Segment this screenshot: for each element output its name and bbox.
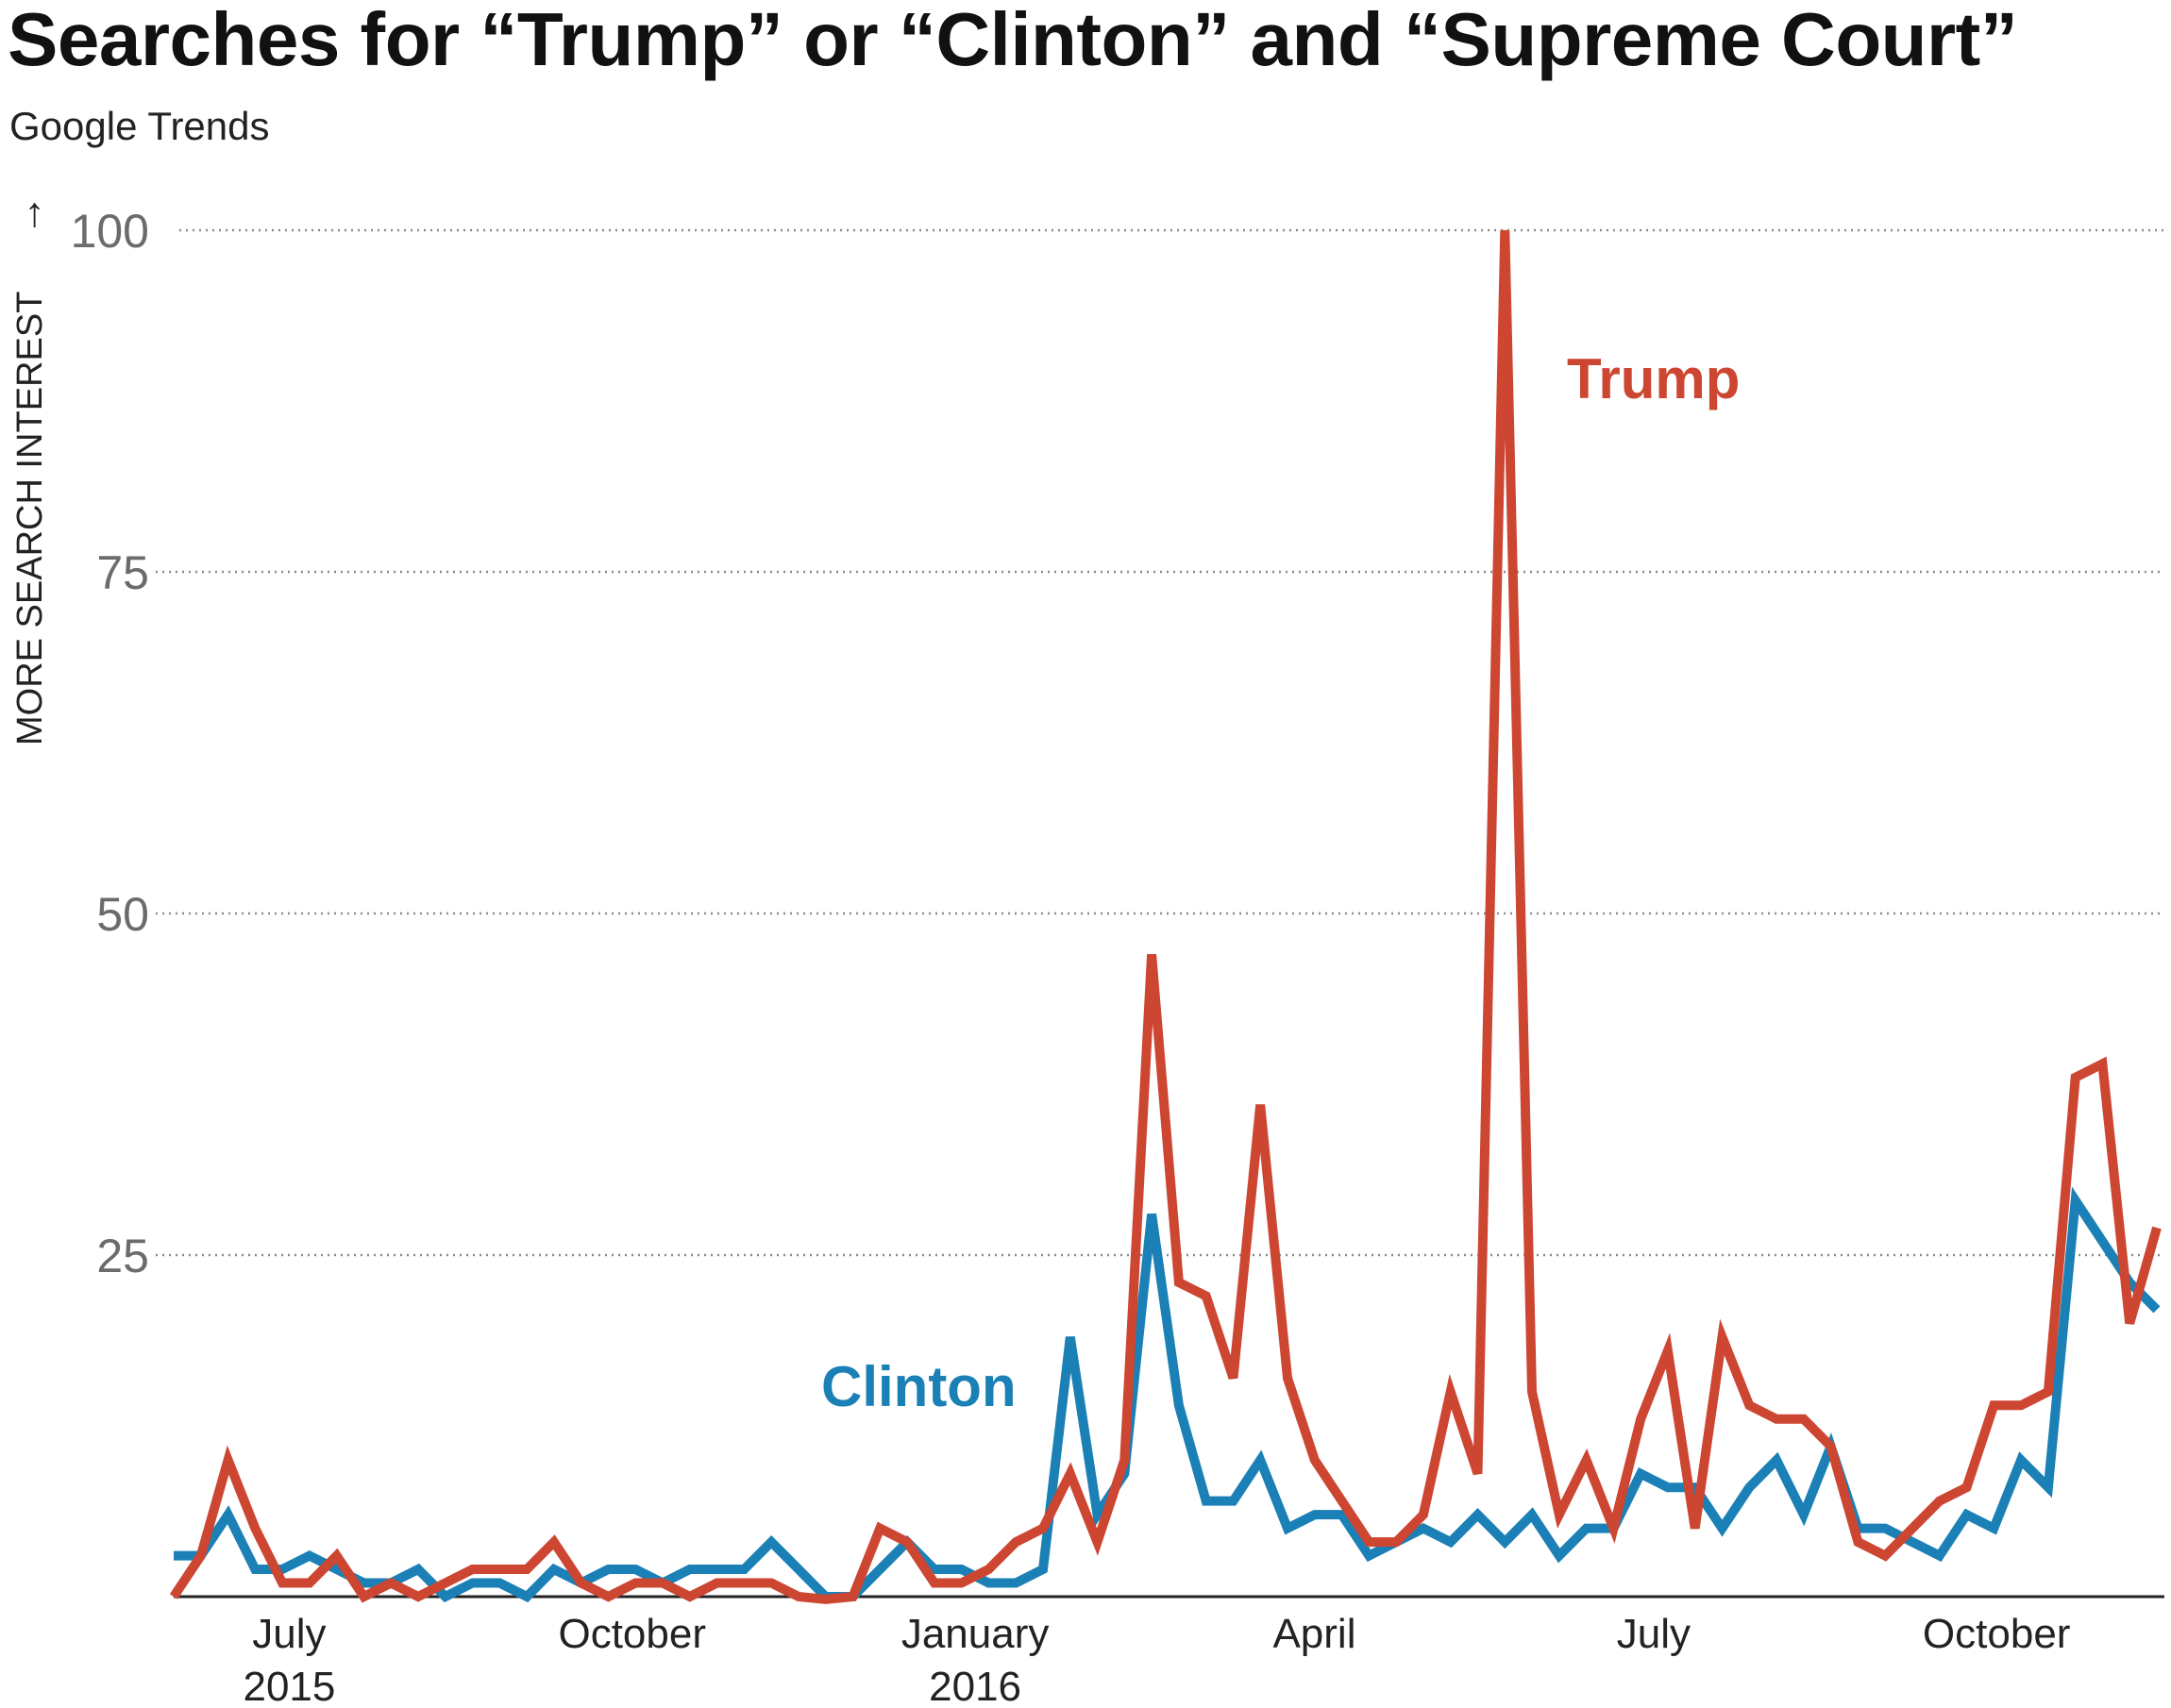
series-label-clinton: Clinton (821, 1355, 1017, 1418)
series-line-trump (169, 229, 2162, 1604)
y-axis-label-text: MORE SEARCH INTEREST (10, 292, 50, 745)
y-tick-label: 50 (96, 888, 149, 941)
series-label-trump: Trump (1567, 347, 1740, 410)
chart-title: Searches for “Trump” or “Clinton” and “S… (8, 0, 2018, 81)
series-line-clinton (174, 1186, 2161, 1603)
y-axis-ticks: 25 50 75 100 (71, 205, 149, 1282)
y-axis-arrow: → (5, 194, 51, 236)
y-axis-label: MORE SEARCH INTEREST → (5, 194, 51, 745)
x-tick-label: July (252, 1611, 326, 1657)
x-axis-ticks: July 2015 October January 2016 April July Octob… (243, 1611, 2070, 1708)
x-tick-label: April (1272, 1611, 1355, 1657)
x-tick-sublabel: 2016 (929, 1664, 1021, 1708)
y-tick-label: 100 (71, 205, 149, 258)
y-tick-label: 25 (96, 1230, 149, 1282)
series-lines (169, 229, 2162, 1604)
x-tick-label: October (1923, 1611, 2071, 1657)
x-tick-sublabel: 2015 (243, 1664, 335, 1708)
x-tick-label: January (901, 1611, 1050, 1657)
x-tick-label: July (1617, 1611, 1691, 1657)
y-tick-label: 75 (96, 546, 149, 599)
x-tick-label: October (558, 1611, 706, 1657)
chart-subtitle: Google Trends (9, 104, 270, 148)
